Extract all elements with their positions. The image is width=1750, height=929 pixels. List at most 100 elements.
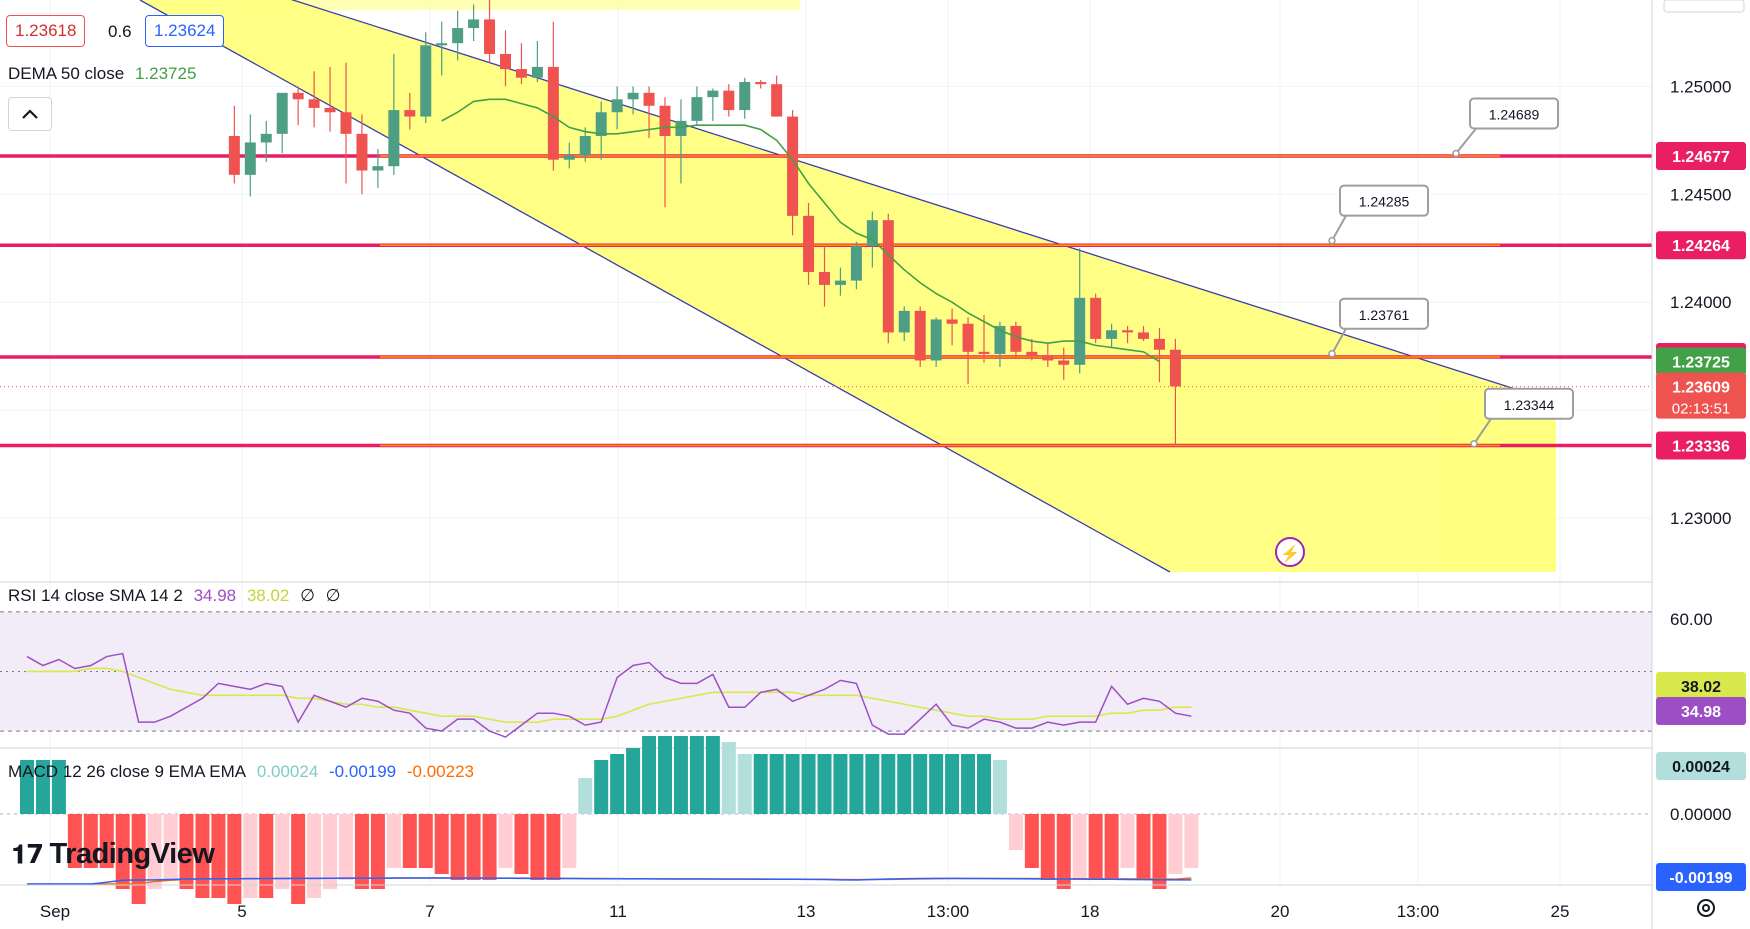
bid-price: 1.23618 bbox=[15, 21, 77, 40]
candle-body bbox=[1138, 332, 1149, 339]
scale-button bbox=[1663, 0, 1745, 13]
candle-body bbox=[1074, 297, 1086, 365]
time-axis-label: Sep bbox=[40, 902, 70, 921]
time-axis-label: 18 bbox=[1081, 902, 1100, 921]
macd-histogram-bar bbox=[1168, 814, 1183, 874]
candle-body bbox=[1010, 325, 1022, 352]
candle-body bbox=[595, 112, 607, 136]
price-tag: 1.23609 bbox=[1672, 380, 1730, 397]
candle-body bbox=[755, 82, 767, 85]
price-callout-label: 1.24689 bbox=[1489, 106, 1540, 122]
macd-histogram-bar bbox=[610, 754, 625, 814]
macd-hist-value: 0.00024 bbox=[256, 762, 319, 781]
rsi-axis-tick: 60.00 bbox=[1670, 610, 1713, 629]
event-badge bbox=[1275, 537, 1305, 567]
settings-button[interactable] bbox=[1693, 895, 1719, 921]
macd-histogram-bar bbox=[1008, 814, 1023, 850]
rsi-line bbox=[26, 652, 1192, 738]
candle-body bbox=[324, 107, 336, 113]
candle-body bbox=[531, 66, 543, 78]
price-tag-bg bbox=[1656, 142, 1746, 171]
candle-body bbox=[930, 319, 942, 361]
candle-body bbox=[739, 82, 751, 111]
rsi-sma-tag: 38.02 bbox=[1681, 679, 1721, 696]
rsi-sma-line bbox=[27, 667, 1192, 723]
macd-histogram-bar bbox=[546, 814, 561, 880]
time-axis-label: 11 bbox=[609, 902, 627, 921]
price-tag: 1.24677 bbox=[1672, 149, 1730, 166]
spread-value: 0.6 bbox=[108, 22, 132, 41]
tradingview-mark-icon: 𝟏𝟳 bbox=[12, 839, 44, 869]
macd-histogram-bar bbox=[626, 748, 641, 814]
candle-body bbox=[484, 19, 496, 54]
macd-histogram-bar bbox=[1120, 814, 1135, 868]
macd-legend[interactable]: MACD 12 26 close 9 EMA EMA 0.00024 -0.00… bbox=[8, 762, 474, 782]
dema-legend[interactable]: DEMA 50 close 1.23725 bbox=[8, 64, 196, 84]
macd-histogram-bar bbox=[578, 778, 593, 814]
bid-price-box[interactable]: 1.23618 bbox=[6, 15, 86, 47]
channel-fill bbox=[140, 0, 1556, 572]
price-callout-pointer bbox=[1331, 215, 1347, 242]
rsi-legend[interactable]: RSI 14 close SMA 14 2 34.98 38.02 ∅ ∅ bbox=[8, 586, 340, 606]
macd-histogram-bar bbox=[929, 754, 944, 814]
candle-body bbox=[500, 53, 511, 70]
candle-body bbox=[707, 90, 719, 98]
macd-histogram-bar bbox=[1184, 814, 1199, 868]
macd-histogram-bar bbox=[1136, 814, 1151, 880]
macd-histogram-bar bbox=[1040, 814, 1055, 880]
macd-histogram-bar bbox=[307, 814, 322, 898]
macd-histogram-bar bbox=[897, 754, 912, 814]
rsi-sma-value: 38.02 bbox=[246, 586, 290, 605]
candle-body bbox=[962, 323, 974, 352]
macd-histogram-bar bbox=[562, 814, 577, 868]
candle-body bbox=[356, 133, 368, 171]
channel-fill-top bbox=[240, 0, 800, 10]
price-callout-label: 1.23344 bbox=[1504, 397, 1555, 413]
candle-body bbox=[579, 135, 591, 156]
rsi-tag: 34.98 bbox=[1681, 704, 1721, 721]
price-callout-anchor bbox=[1328, 236, 1336, 245]
price-callout-pointer bbox=[1455, 127, 1477, 155]
gear-icon bbox=[1697, 899, 1715, 917]
candle-body bbox=[723, 90, 735, 111]
macd-histogram-bar bbox=[1056, 814, 1071, 889]
ask-price: 1.23624 bbox=[154, 21, 216, 40]
channel-upper-line bbox=[290, 0, 1557, 403]
macd-histogram-bar bbox=[275, 814, 290, 889]
macd-histogram-bar bbox=[1024, 814, 1039, 868]
macd-histogram-bar bbox=[769, 754, 784, 814]
candle-body bbox=[898, 310, 910, 333]
dema-label: DEMA 50 close bbox=[8, 64, 125, 83]
macd-histogram-bar bbox=[339, 814, 353, 880]
candle-body bbox=[372, 166, 384, 171]
macd-histogram-bar bbox=[785, 754, 800, 814]
macd-histogram-bar bbox=[195, 814, 210, 898]
macd-histogram-bar bbox=[466, 814, 481, 880]
collapse-legend-button[interactable] bbox=[8, 97, 52, 131]
price-tag-bg bbox=[1656, 431, 1746, 460]
channel-fill-extension bbox=[1440, 400, 1556, 572]
ask-price-box[interactable]: 1.23624 bbox=[145, 15, 225, 47]
dema-line bbox=[441, 98, 1160, 363]
candle-body bbox=[404, 110, 416, 117]
macd-tag: -0.00199 bbox=[1669, 870, 1732, 887]
macd-histogram-bar bbox=[51, 760, 66, 814]
macd-line bbox=[27, 877, 1192, 885]
candle-body bbox=[228, 135, 240, 175]
macd-histogram-bar bbox=[594, 760, 609, 814]
time-axis-label: 13:00 bbox=[927, 902, 970, 921]
price-callout-box bbox=[1469, 97, 1559, 130]
rsi-band bbox=[0, 611, 1652, 732]
macd-histogram-bar bbox=[434, 814, 449, 874]
candle-body bbox=[1153, 338, 1165, 350]
macd-histogram-bar bbox=[992, 760, 1007, 814]
candle-body bbox=[882, 220, 894, 333]
time-axis-label: 20 bbox=[1271, 902, 1290, 921]
candle-body bbox=[260, 133, 272, 143]
macd-axis-tick: 0.00000 bbox=[1670, 805, 1731, 824]
tradingview-logo[interactable]: 𝟏𝟳 TradingView bbox=[12, 838, 215, 871]
macd-hist-tag: 0.00024 bbox=[1672, 759, 1730, 776]
macd-histogram-bar bbox=[689, 736, 704, 814]
candle-body bbox=[547, 66, 559, 160]
